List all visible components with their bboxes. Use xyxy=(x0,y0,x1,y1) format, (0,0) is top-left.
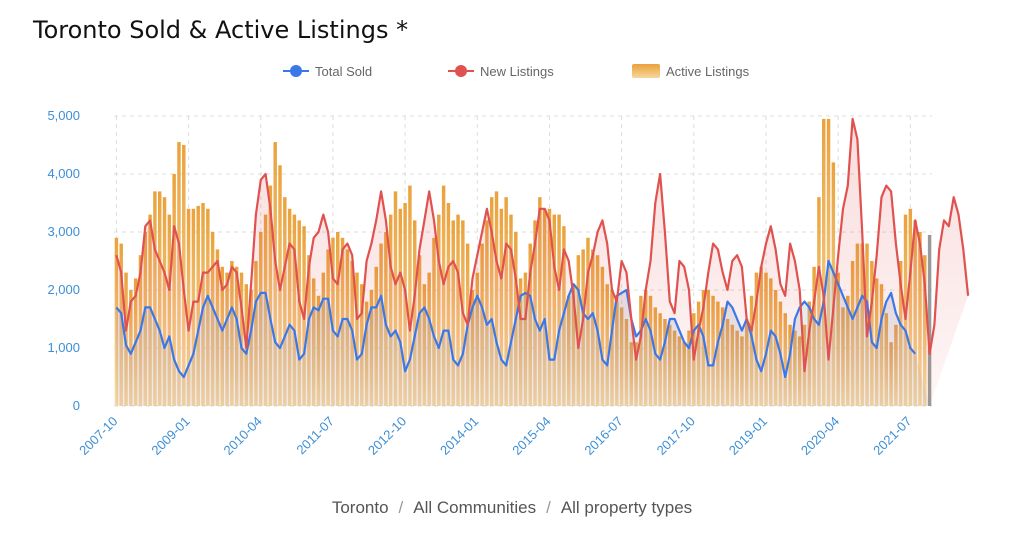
x-tick-label: 2012-10 xyxy=(365,414,409,458)
active-listings-bar[interactable] xyxy=(408,185,412,406)
legend-item-new-listings[interactable]: New Listings xyxy=(448,60,554,82)
y-tick-label: 5,000 xyxy=(47,108,80,123)
legend-label-new-listings: New Listings xyxy=(480,63,554,79)
y-tick-label: 1,000 xyxy=(47,340,80,355)
bar-swatch-icon xyxy=(632,64,660,78)
x-tick-label: 2016-07 xyxy=(581,414,625,458)
new-listings-area xyxy=(116,118,969,407)
y-tick-label: 3,000 xyxy=(47,224,80,239)
legend-item-active-listings[interactable]: Active Listings xyxy=(632,60,749,82)
breadcrumb-city[interactable]: Toronto xyxy=(331,498,389,517)
chart-legend: Total Sold New Listings Active Listings xyxy=(0,60,1024,82)
x-tick-label: 2011-07 xyxy=(293,414,337,458)
x-tick-label: 2007-10 xyxy=(76,414,120,458)
legend-item-total-sold[interactable]: Total Sold xyxy=(283,60,372,82)
breadcrumb-community[interactable]: All Communities xyxy=(413,498,537,517)
x-tick-label: 2020-04 xyxy=(798,414,842,458)
y-tick-label: 0 xyxy=(73,398,80,413)
x-tick-label: 2009-01 xyxy=(148,414,192,458)
breadcrumb-separator: / xyxy=(398,498,404,517)
chart-plot: 0 1,000 2,000 3,000 4,000 5,000 2007-10 2009-01… xyxy=(47,108,970,458)
line-marker-icon xyxy=(283,65,309,77)
breadcrumb: Toronto / All Communities / All property typ… xyxy=(0,498,1024,518)
x-tick-label: 2010-04 xyxy=(221,414,265,458)
line-marker-icon xyxy=(448,65,474,77)
active-listings-bar[interactable] xyxy=(182,145,186,406)
total-sold-line[interactable] xyxy=(115,259,917,379)
breadcrumb-property-type[interactable]: All property types xyxy=(560,498,693,517)
active-listings-bar[interactable] xyxy=(186,208,191,406)
x-tick-label: 2017-10 xyxy=(654,414,698,458)
new-listings-line[interactable] xyxy=(115,117,970,373)
y-tick-label: 2,000 xyxy=(47,282,80,297)
x-tick-label: 2015-04 xyxy=(509,414,553,458)
x-tick-label: 2014-01 xyxy=(437,414,481,458)
x-tick-label: 2021-07 xyxy=(870,414,914,458)
active-listings-bar[interactable] xyxy=(822,118,826,407)
breadcrumb-separator: / xyxy=(546,498,551,517)
legend-label-total-sold: Total Sold xyxy=(315,63,373,79)
chart-title: Toronto Sold & Active Listings * xyxy=(33,16,409,44)
legend-label-active-listings: Active Listings xyxy=(666,63,750,79)
x-tick-label: 2019-01 xyxy=(726,414,770,458)
y-tick-label: 4,000 xyxy=(47,166,80,181)
active-listings-bar[interactable] xyxy=(927,234,932,406)
